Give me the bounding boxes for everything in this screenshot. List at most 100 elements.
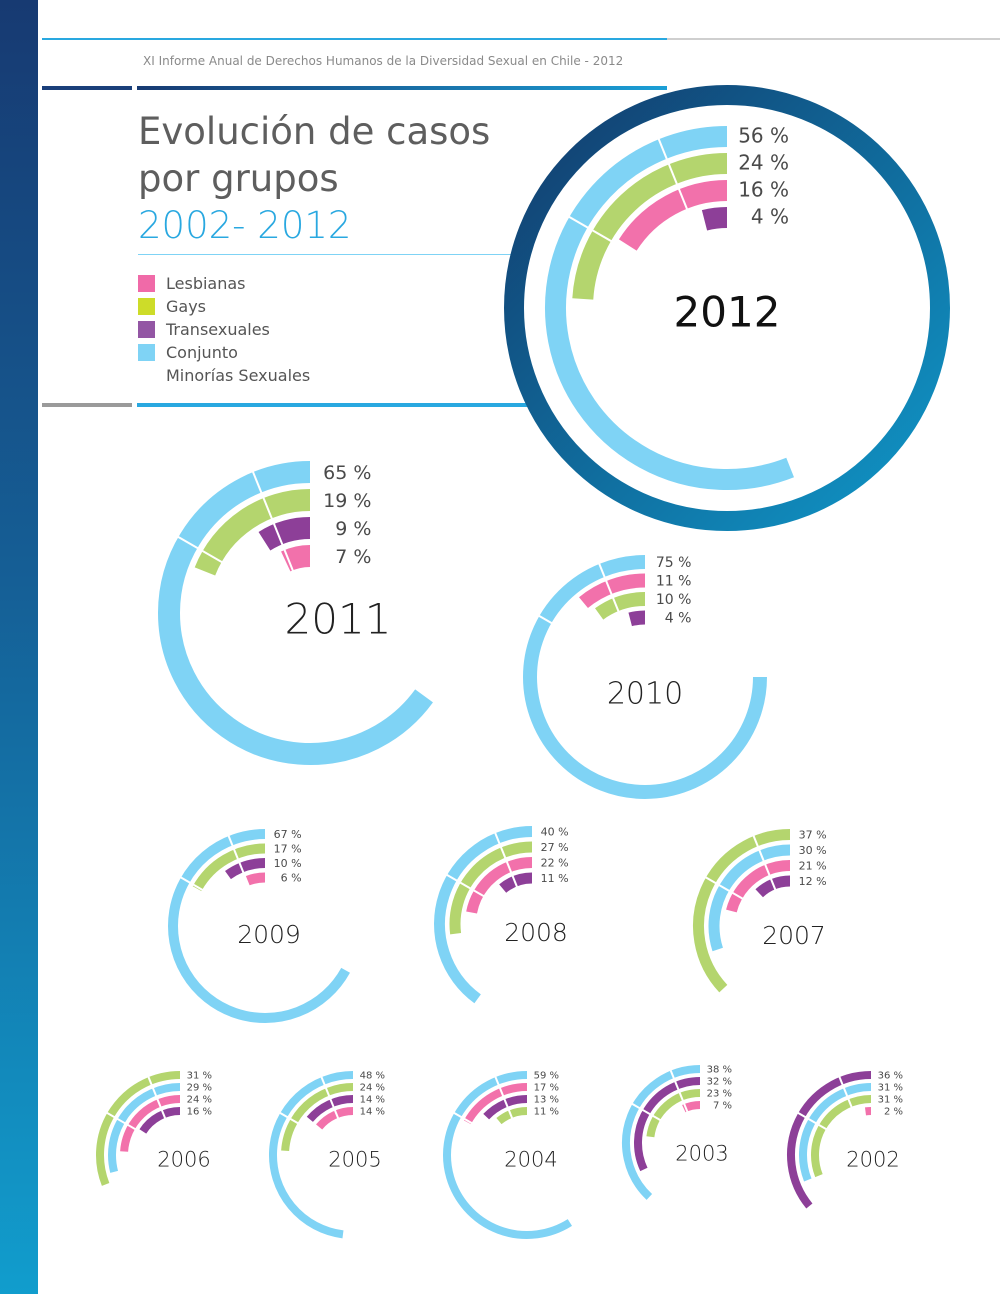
arc-gays-2007	[693, 829, 791, 993]
arc-transexuales-2003	[634, 1077, 701, 1172]
ring-separator	[445, 873, 499, 906]
legend-rule-gray	[42, 403, 132, 407]
arc-transexuales-2002	[787, 1071, 872, 1209]
arc-lesbianas-2006	[120, 1095, 181, 1152]
value-label-transexuales-2002: 36 %	[878, 1071, 903, 1082]
chart-2003: 38 %32 %23 %7 % 2003	[622, 1065, 732, 1200]
arc-gays-2002	[811, 1095, 872, 1178]
year-label-2010: 2010	[607, 677, 683, 712]
arc-conjunto-2012	[545, 126, 794, 490]
value-label-transexuales-2007: 12 %	[799, 875, 827, 888]
ring-separator	[537, 614, 601, 653]
arc-lesbianas-2005	[316, 1107, 354, 1130]
ring-separator	[657, 137, 699, 236]
value-label-lesbianas-2002: 2 %	[884, 1107, 903, 1118]
chart-2006: 31 %29 %24 %16 % 2006	[96, 1071, 212, 1186]
chart-2007: 37 % 30 % 21 % 12 % 2007	[693, 828, 827, 993]
value-label-conjunto-2012: 56 %	[738, 124, 789, 148]
year-label-2009: 2009	[237, 920, 301, 949]
arc-transexuales-2006	[139, 1107, 181, 1134]
ring-separator	[631, 1102, 672, 1128]
arc-conjunto-2004	[443, 1071, 573, 1239]
value-label-gays-2004: 11 %	[534, 1107, 559, 1118]
ring-separator	[752, 834, 777, 891]
legend-swatch-conjunto	[138, 344, 155, 361]
ring-separator	[176, 535, 272, 592]
value-label-conjunto-2010: 75 %	[656, 555, 692, 571]
value-label-gays-2009: 17 %	[274, 842, 302, 855]
ring-separator	[179, 876, 229, 906]
arc-conjunto-2009	[168, 829, 350, 1023]
value-label-gays-2007: 37 %	[799, 828, 827, 841]
side-color-bar	[0, 0, 38, 1294]
value-label-gays-2011: 19 %	[323, 490, 371, 512]
year-label-2004: 2004	[504, 1147, 557, 1171]
report-title: XI Informe Anual de Derechos Humanos de …	[143, 54, 624, 68]
value-label-lesbianas-2009: 6 %	[281, 871, 302, 884]
legend-swatch-gays	[138, 298, 155, 315]
value-label-gays-2008: 27 %	[541, 841, 569, 854]
arc-conjunto-2007	[708, 844, 791, 952]
value-label-transexuales-2005: 14 %	[360, 1095, 385, 1106]
value-label-conjunto-2007: 30 %	[799, 844, 827, 857]
arc-gays-2008	[449, 841, 533, 935]
arc-lesbianas-2004	[463, 1083, 528, 1125]
chart-2002: 36 %31 %31 %2 %2002	[787, 1071, 903, 1209]
value-label-lesbianas-2004: 17 %	[534, 1083, 559, 1094]
value-label-gays-2003: 23 %	[707, 1089, 732, 1100]
value-label-conjunto-2002: 31 %	[878, 1083, 903, 1094]
value-label-lesbianas-2005: 14 %	[360, 1107, 385, 1118]
header-rule-gradient	[137, 86, 667, 90]
arc-conjunto-2002	[799, 1083, 872, 1182]
arc-gays-2012	[572, 153, 728, 300]
value-label-conjunto-2006: 29 %	[187, 1083, 212, 1094]
value-label-transexuales-2008: 11 %	[541, 872, 569, 885]
value-label-lesbianas-2007: 21 %	[799, 859, 827, 872]
arc-conjunto-2006	[108, 1083, 181, 1173]
value-label-lesbianas-2008: 22 %	[541, 856, 569, 869]
value-label-conjunto-2003: 38 %	[707, 1065, 732, 1076]
arc-transexuales-2010	[628, 610, 646, 627]
value-label-conjunto-2005: 48 %	[360, 1071, 385, 1082]
ring-separator	[597, 562, 627, 630]
value-label-gays-2012: 24 %	[738, 151, 789, 175]
chart-2005: 48 %24 %14 %14 %2005	[269, 1071, 385, 1239]
arc-transexuales-2005	[306, 1095, 354, 1122]
arc-conjunto-2003	[622, 1065, 701, 1200]
arc-lesbianas-2003	[682, 1101, 701, 1113]
arc-conjunto-2005	[269, 1071, 354, 1239]
ring-separator	[669, 1069, 689, 1113]
arc-gays-2006	[96, 1071, 181, 1186]
year-label-2005: 2005	[328, 1147, 381, 1171]
legend-label: Lesbianas	[166, 274, 246, 293]
ring-separator	[704, 876, 758, 908]
year-label-2007: 2007	[762, 921, 826, 950]
value-label-gays-2005: 24 %	[360, 1083, 385, 1094]
year-label-2002: 2002	[846, 1147, 899, 1171]
top-rule-gray	[667, 38, 1000, 40]
chart-2010: 75 % 11 % 10 % 4 % 2010	[523, 555, 767, 799]
legend-rule-blue	[137, 403, 532, 407]
year-label-2006: 2006	[157, 1147, 210, 1171]
arc-conjunto-2010	[523, 555, 767, 799]
arc-gays-2005	[281, 1083, 354, 1152]
ring-separator	[838, 1075, 858, 1120]
value-label-conjunto-2004: 59 %	[534, 1071, 559, 1082]
arc-lesbianas-2010	[579, 573, 646, 609]
value-label-lesbianas-2010: 11 %	[656, 574, 692, 590]
arc-gays-2009	[192, 843, 266, 892]
arc-lesbianas-2011	[281, 545, 311, 572]
value-label-transexuales-2006: 16 %	[187, 1107, 212, 1118]
arc-gays-2004	[496, 1107, 528, 1125]
value-label-conjunto-2009: 67 %	[274, 828, 302, 841]
value-label-lesbianas-2006: 24 %	[187, 1095, 212, 1106]
arc-transexuales-2011	[258, 517, 311, 551]
top-rule-blue	[42, 38, 667, 40]
ring-separator	[452, 1111, 494, 1137]
value-label-transexuales-2004: 13 %	[534, 1095, 559, 1106]
year-label-2008: 2008	[504, 918, 568, 947]
arc-lesbianas-2007	[726, 860, 791, 913]
legend-label: Gays	[166, 297, 207, 316]
ring-separator	[251, 470, 295, 572]
